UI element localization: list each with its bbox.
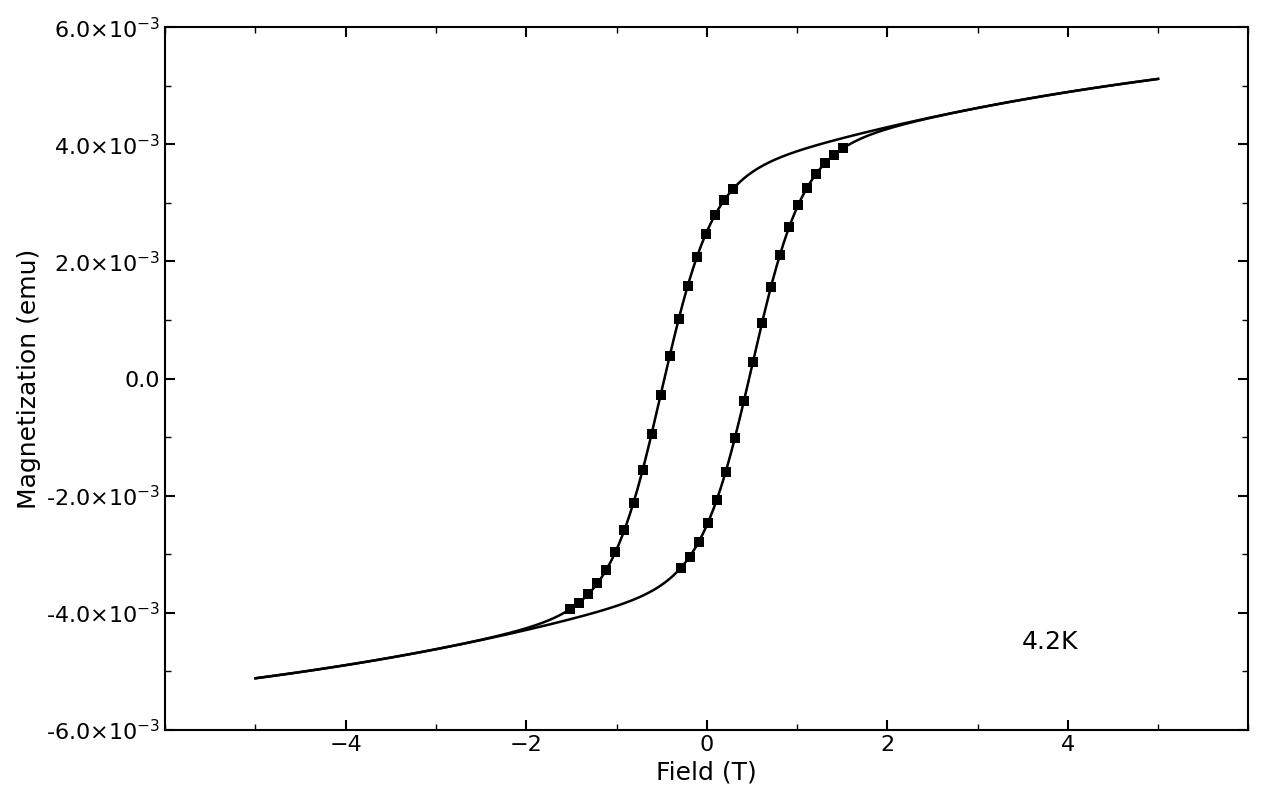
Text: 4.2K: 4.2K xyxy=(1022,630,1078,654)
X-axis label: Field (T): Field (T) xyxy=(657,760,758,784)
Y-axis label: Magnetization (emu): Magnetization (emu) xyxy=(16,248,40,509)
